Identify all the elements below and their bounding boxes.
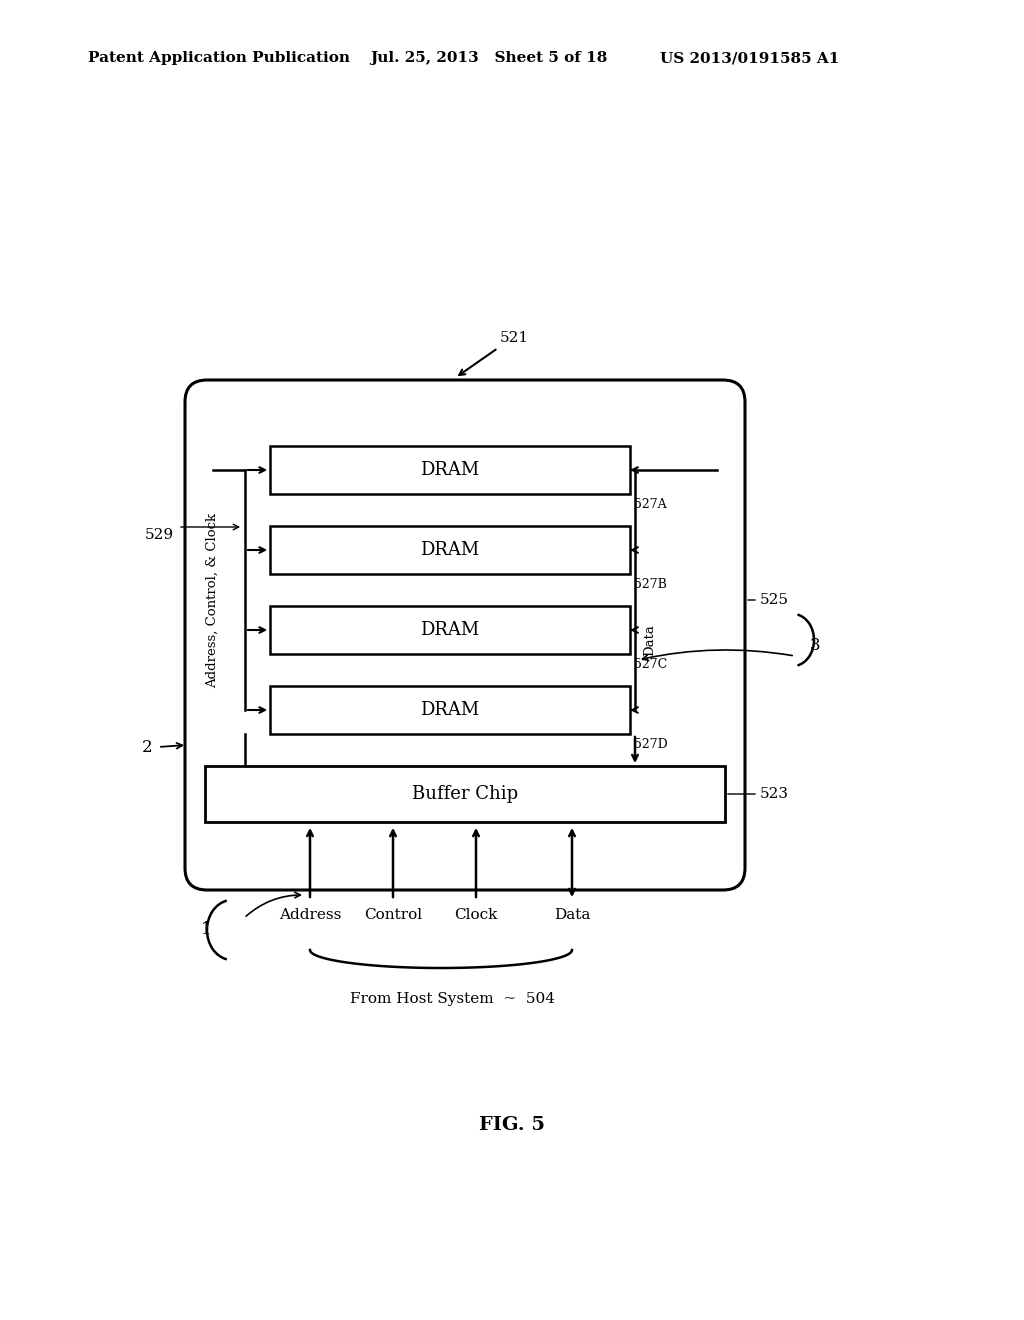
Text: 3: 3	[810, 636, 820, 653]
Text: Data: Data	[643, 624, 656, 656]
Text: Address: Address	[279, 908, 341, 921]
Text: 527A: 527A	[634, 498, 667, 511]
Text: DRAM: DRAM	[421, 701, 479, 719]
Text: 1: 1	[202, 921, 212, 939]
Text: 527D: 527D	[634, 738, 668, 751]
Text: DRAM: DRAM	[421, 541, 479, 558]
Text: 527C: 527C	[634, 657, 668, 671]
Text: FIG. 5: FIG. 5	[479, 1115, 545, 1134]
Text: Address, Control, & Clock: Address, Control, & Clock	[206, 512, 218, 688]
Text: DRAM: DRAM	[421, 620, 479, 639]
Text: Data: Data	[554, 908, 590, 921]
Text: 523: 523	[760, 787, 790, 801]
Text: DRAM: DRAM	[421, 461, 479, 479]
Text: Clock: Clock	[455, 908, 498, 921]
Text: Control: Control	[364, 908, 422, 921]
Text: 525: 525	[760, 593, 790, 607]
FancyBboxPatch shape	[270, 446, 630, 494]
FancyBboxPatch shape	[270, 606, 630, 653]
Text: 521: 521	[500, 331, 529, 345]
Text: From Host System  ~  504: From Host System ~ 504	[350, 993, 555, 1006]
FancyBboxPatch shape	[185, 380, 745, 890]
Text: Patent Application Publication: Patent Application Publication	[88, 51, 350, 65]
FancyBboxPatch shape	[205, 766, 725, 822]
FancyBboxPatch shape	[270, 525, 630, 574]
Text: US 2013/0191585 A1: US 2013/0191585 A1	[660, 51, 840, 65]
FancyBboxPatch shape	[270, 686, 630, 734]
Text: Jul. 25, 2013   Sheet 5 of 18: Jul. 25, 2013 Sheet 5 of 18	[370, 51, 607, 65]
Text: 527B: 527B	[634, 578, 667, 591]
Text: 529: 529	[144, 528, 174, 543]
Text: 2: 2	[141, 739, 152, 756]
Text: Buffer Chip: Buffer Chip	[412, 785, 518, 803]
